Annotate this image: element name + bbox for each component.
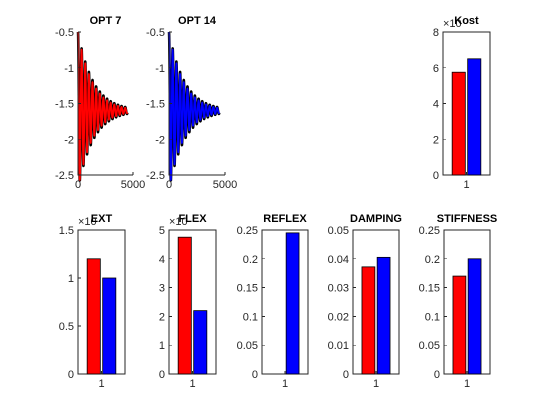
y-tick-label: 0.25 xyxy=(237,225,258,237)
y-tick-label: -2.5 xyxy=(146,170,165,182)
y-tick-label: 0.1 xyxy=(425,311,440,323)
y-tick-label: 0.04 xyxy=(328,254,349,266)
x-tick-label: 0 xyxy=(166,179,172,191)
y-tick-label: 0.25 xyxy=(419,225,440,237)
x-tick-label: 0 xyxy=(75,179,81,191)
chart-title: EXT xyxy=(91,213,113,225)
chart-title: OPT 14 xyxy=(178,15,217,27)
series-line xyxy=(169,32,219,180)
y-tick-label: 1.5 xyxy=(59,225,74,237)
y-tick-label: 0 xyxy=(343,369,349,381)
y-tick-label: 2 xyxy=(159,311,165,323)
y-tick-label: -1.5 xyxy=(55,99,74,111)
chart-title: Kost xyxy=(454,15,479,27)
y-tick-label: 0 xyxy=(159,369,165,381)
y-tick-label: 0.2 xyxy=(425,254,440,266)
x-tick-label: 1 xyxy=(98,378,104,390)
y-tick-label: 0.5 xyxy=(59,321,74,333)
chart-title: FLEX xyxy=(178,213,207,225)
bar xyxy=(178,237,191,374)
bar xyxy=(194,311,207,374)
bar xyxy=(377,257,390,374)
y-tick-label: 0.01 xyxy=(328,340,349,352)
axis-box xyxy=(443,32,490,175)
chart-panel-2: 0 5000 -2.5 -2 -1.5 -1 -0.5 OPT 14 xyxy=(146,15,237,191)
y-tick-label: -1.5 xyxy=(146,99,165,111)
chart-title: STIFFNESS xyxy=(437,213,498,225)
x-tick-label: 1 xyxy=(463,179,469,191)
y-tick-label: 1 xyxy=(159,340,165,352)
x-tick-label: 1 xyxy=(282,378,288,390)
axis-box xyxy=(169,230,216,374)
chart-panel-6: 1 0 0.05 0.1 0.15 0.2 0.25 REFLEX xyxy=(237,213,308,390)
y-tick-label: 0.1 xyxy=(243,311,258,323)
y-tick-label: -1 xyxy=(64,63,74,75)
y-tick-label: 5 xyxy=(159,225,165,237)
axis-box xyxy=(78,230,125,374)
bar xyxy=(103,278,116,374)
axis-box xyxy=(262,230,308,374)
bar xyxy=(453,276,466,374)
y-tick-label: 0.15 xyxy=(237,283,258,295)
bar xyxy=(452,72,465,175)
y-tick-label: -2 xyxy=(64,134,74,146)
y-tick-label: 6 xyxy=(433,63,439,75)
y-tick-label: 0.15 xyxy=(419,283,440,295)
y-tick-label: 0.02 xyxy=(328,311,349,323)
bar xyxy=(286,233,299,374)
y-tick-label: 0.05 xyxy=(237,340,258,352)
y-tick-label: 0.03 xyxy=(328,283,349,295)
y-tick-label: 0.2 xyxy=(243,254,258,266)
x-tick-label: 1 xyxy=(464,378,470,390)
y-tick-label: 0 xyxy=(68,369,74,381)
y-tick-label: 0 xyxy=(433,170,439,182)
y-tick-label: 2 xyxy=(433,134,439,146)
bar xyxy=(468,59,481,175)
chart-title: OPT 7 xyxy=(90,15,122,27)
y-tick-label: -0.5 xyxy=(55,27,74,39)
axis-box xyxy=(353,230,399,374)
x-tick-label: 1 xyxy=(189,378,195,390)
y-tick-label: -1 xyxy=(155,63,165,75)
y-tick-label: 4 xyxy=(433,99,439,111)
y-tick-label: 0 xyxy=(252,369,258,381)
y-tick-label: 0 xyxy=(434,369,440,381)
x-tick-label: 5000 xyxy=(121,179,145,191)
chart-title: DAMPING xyxy=(350,213,402,225)
y-tick-label: 4 xyxy=(159,254,165,266)
y-tick-label: 0.05 xyxy=(328,225,349,237)
chart-title: REFLEX xyxy=(263,213,307,225)
bar xyxy=(362,267,375,374)
chart-panel-1: 0 5000 -2.5 -2 -1.5 -1 -0.5 OPT 7 xyxy=(55,15,145,191)
y-tick-label: 8 xyxy=(433,27,439,39)
y-tick-label: 0.05 xyxy=(419,340,440,352)
series-line xyxy=(78,32,127,180)
y-tick-label: 1 xyxy=(68,273,74,285)
axis-box xyxy=(444,230,490,374)
y-tick-label: -2 xyxy=(155,134,165,146)
bar xyxy=(87,259,100,374)
y-tick-label: 3 xyxy=(159,283,165,295)
y-tick-label: -0.5 xyxy=(146,27,165,39)
x-tick-label: 5000 xyxy=(213,179,237,191)
x-tick-label: 1 xyxy=(373,378,379,390)
y-tick-label: -2.5 xyxy=(55,170,74,182)
bar xyxy=(468,259,481,374)
